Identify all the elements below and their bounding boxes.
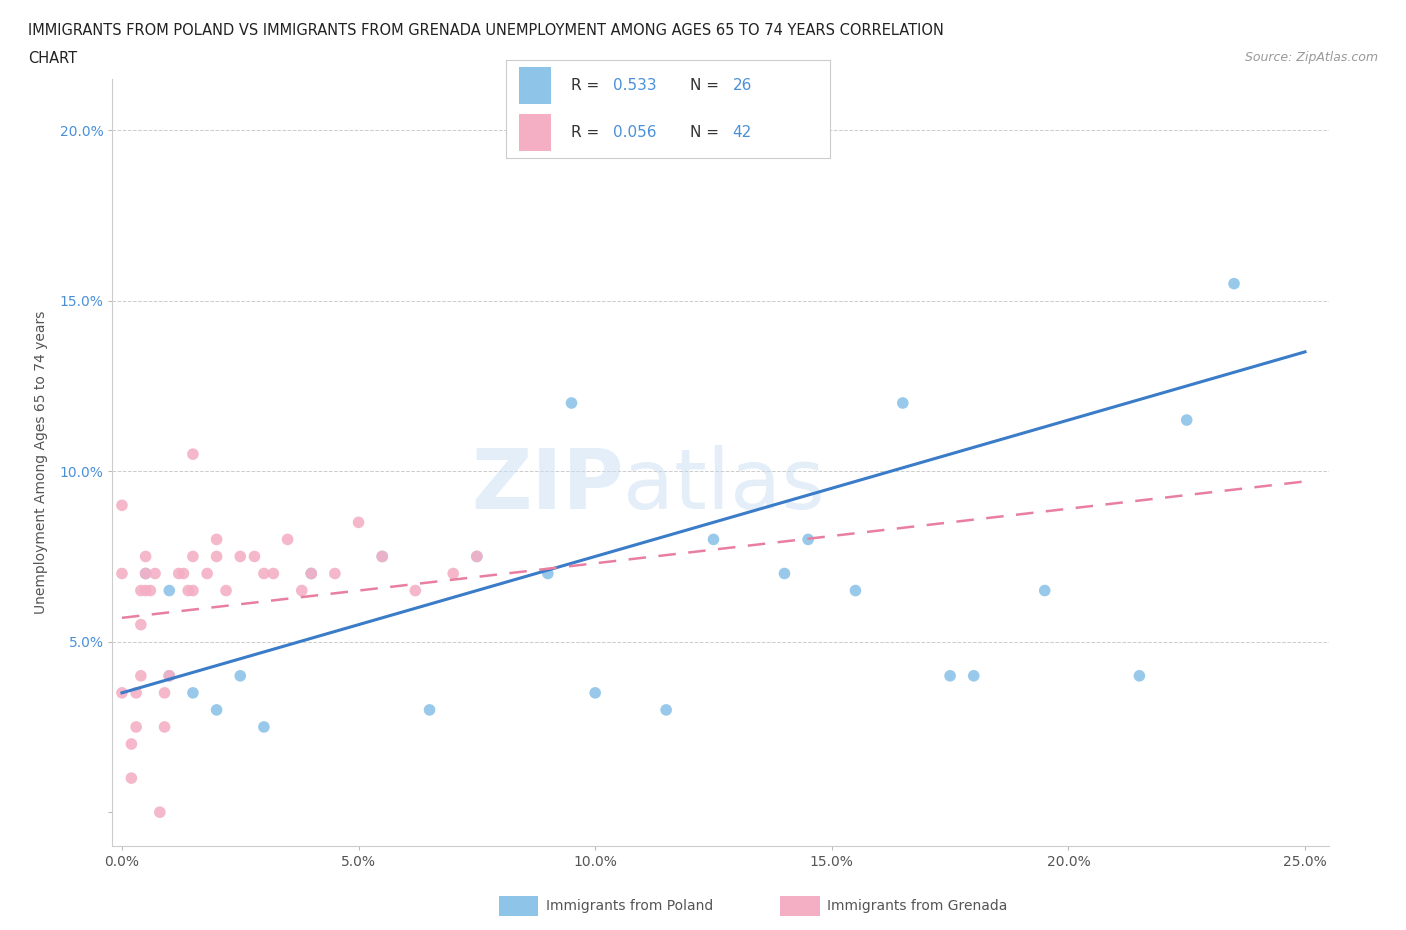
Point bbox=[157, 669, 180, 684]
Point bbox=[181, 583, 204, 598]
Text: atlas: atlas bbox=[623, 445, 825, 526]
Point bbox=[404, 583, 426, 598]
Point bbox=[243, 549, 266, 564]
Point bbox=[129, 583, 152, 598]
Text: Source: ZipAtlas.com: Source: ZipAtlas.com bbox=[1244, 51, 1378, 64]
Point bbox=[125, 685, 148, 700]
Point bbox=[195, 566, 218, 581]
Point bbox=[773, 566, 796, 581]
Point bbox=[205, 549, 228, 564]
Point bbox=[205, 702, 228, 717]
Point bbox=[167, 566, 190, 581]
Point bbox=[291, 583, 314, 598]
Point bbox=[157, 669, 180, 684]
Point bbox=[797, 532, 820, 547]
Text: N =: N = bbox=[690, 126, 724, 140]
Point bbox=[153, 685, 176, 700]
Point bbox=[262, 566, 284, 581]
Point bbox=[181, 446, 204, 461]
Bar bbox=[519, 114, 551, 152]
Point bbox=[135, 583, 157, 598]
Text: R =: R = bbox=[571, 126, 605, 140]
Point bbox=[135, 566, 157, 581]
Text: R =: R = bbox=[571, 78, 605, 93]
Point bbox=[963, 669, 986, 684]
Point bbox=[465, 549, 488, 564]
Point bbox=[181, 685, 204, 700]
Point bbox=[120, 737, 142, 751]
Point bbox=[125, 720, 148, 735]
Point bbox=[277, 532, 299, 547]
Text: 26: 26 bbox=[733, 78, 752, 93]
Bar bbox=[519, 67, 551, 104]
Point bbox=[939, 669, 962, 684]
Point bbox=[371, 549, 394, 564]
Point bbox=[347, 515, 370, 530]
Point bbox=[172, 566, 194, 581]
Point bbox=[655, 702, 678, 717]
Point bbox=[143, 566, 166, 581]
Point bbox=[111, 685, 134, 700]
Point bbox=[465, 549, 488, 564]
Point bbox=[229, 669, 252, 684]
Point bbox=[1175, 413, 1198, 428]
Point bbox=[111, 566, 134, 581]
Point bbox=[177, 583, 200, 598]
Point bbox=[583, 685, 606, 700]
Text: 0.056: 0.056 bbox=[613, 126, 657, 140]
Point bbox=[153, 720, 176, 735]
Point bbox=[229, 549, 252, 564]
Text: IMMIGRANTS FROM POLAND VS IMMIGRANTS FROM GRENADA UNEMPLOYMENT AMONG AGES 65 TO : IMMIGRANTS FROM POLAND VS IMMIGRANTS FRO… bbox=[28, 23, 943, 38]
Point bbox=[111, 498, 134, 512]
Point bbox=[299, 566, 322, 581]
Point bbox=[135, 549, 157, 564]
Point bbox=[181, 549, 204, 564]
Y-axis label: Unemployment Among Ages 65 to 74 years: Unemployment Among Ages 65 to 74 years bbox=[35, 311, 48, 615]
Point bbox=[253, 720, 276, 735]
Point bbox=[299, 566, 322, 581]
Point bbox=[149, 804, 172, 819]
Point bbox=[844, 583, 866, 598]
Point bbox=[323, 566, 346, 581]
Text: Immigrants from Grenada: Immigrants from Grenada bbox=[827, 898, 1007, 913]
Point bbox=[129, 618, 152, 632]
Point bbox=[560, 395, 582, 410]
Point bbox=[702, 532, 724, 547]
Text: 0.533: 0.533 bbox=[613, 78, 657, 93]
Text: Immigrants from Poland: Immigrants from Poland bbox=[546, 898, 713, 913]
Point bbox=[120, 771, 142, 786]
Point bbox=[135, 566, 157, 581]
Point bbox=[215, 583, 238, 598]
Point bbox=[371, 549, 394, 564]
Point bbox=[139, 583, 162, 598]
Point bbox=[537, 566, 560, 581]
Point bbox=[1033, 583, 1056, 598]
Text: CHART: CHART bbox=[28, 51, 77, 66]
Text: 42: 42 bbox=[733, 126, 752, 140]
Point bbox=[1128, 669, 1150, 684]
Text: ZIP: ZIP bbox=[471, 445, 623, 526]
Point bbox=[129, 669, 152, 684]
Point bbox=[205, 532, 228, 547]
Point bbox=[891, 395, 914, 410]
Point bbox=[1223, 276, 1246, 291]
Point bbox=[157, 583, 180, 598]
Point bbox=[441, 566, 464, 581]
Text: N =: N = bbox=[690, 78, 724, 93]
Point bbox=[253, 566, 276, 581]
Point bbox=[419, 702, 441, 717]
